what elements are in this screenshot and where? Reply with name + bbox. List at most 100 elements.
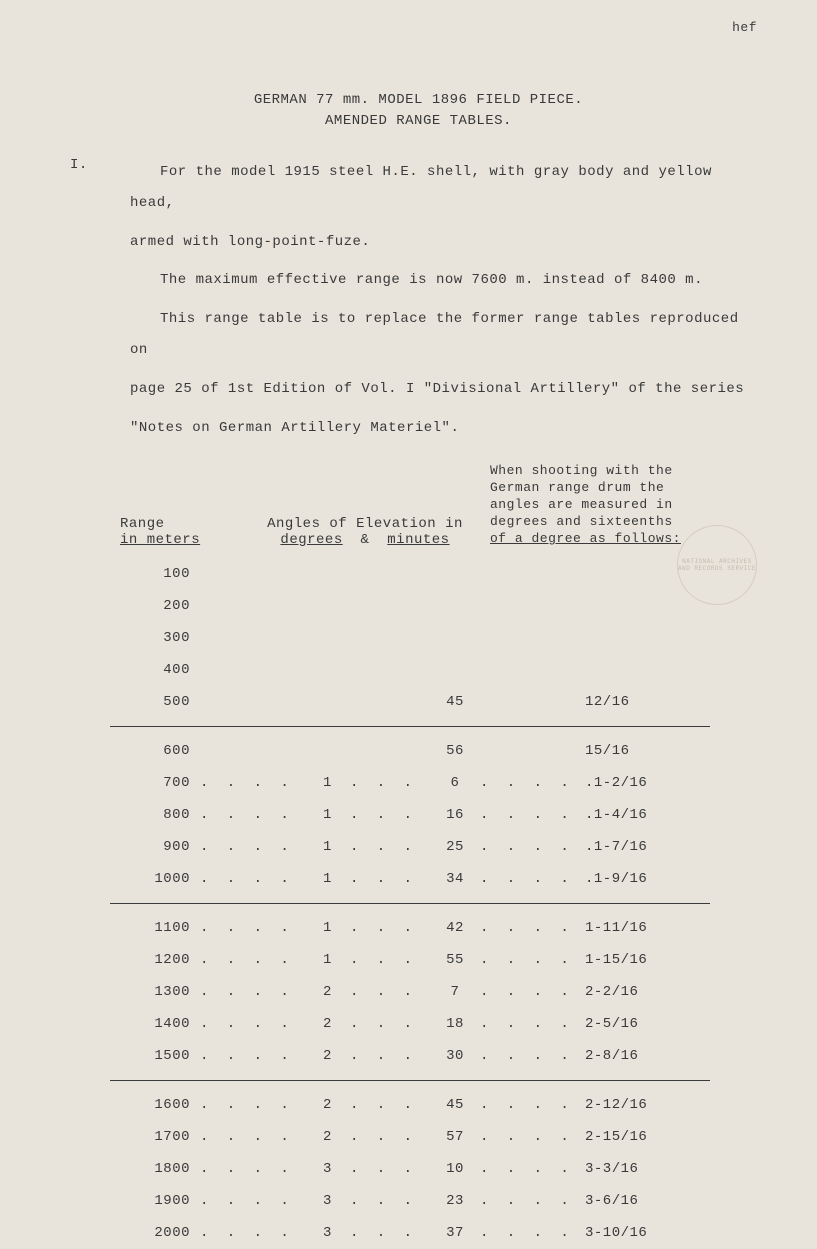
leader-dots: . . . . . . . . . xyxy=(200,1048,305,1064)
table-row: 400 xyxy=(90,654,747,686)
header-range: Range in meters xyxy=(90,516,250,548)
table-row: 100 xyxy=(90,558,747,590)
cell-drum: 12/16 xyxy=(580,694,747,710)
cell-drum: 3-3/16 xyxy=(580,1161,747,1177)
cell-range: 500 xyxy=(90,694,200,710)
cell-minutes: 6 xyxy=(430,775,480,791)
leader-dots: . . . . . xyxy=(350,1097,430,1113)
section-body: I. For the model 1915 steel H.E. shell, … xyxy=(90,157,747,443)
header-range-l1: Range xyxy=(120,516,250,532)
cell-range: 1500 xyxy=(90,1048,200,1064)
title-line2: AMENDED RANGE TABLES. xyxy=(90,111,747,132)
leader-dots: . . . . . . . . . xyxy=(200,1129,305,1145)
header-minutes: minutes xyxy=(387,532,449,548)
cell-range: 300 xyxy=(90,630,200,646)
cell-range: 1400 xyxy=(90,1016,200,1032)
table-row: 1400. . . . . . . . .2. . . . .18. . . .… xyxy=(90,1008,747,1040)
leader-dots: . . . . . . xyxy=(480,1161,580,1177)
table-row: 700. . . . . . . . .1. . . . .6. . . . .… xyxy=(90,767,747,799)
cell-range: 600 xyxy=(90,743,200,759)
cell-range: 1700 xyxy=(90,1129,200,1145)
cell-degrees: 2 xyxy=(305,1097,350,1113)
table-row: 1300. . . . . . . . .2. . . . .7. . . . … xyxy=(90,976,747,1008)
range-table: Range in meters Angles of Elevation in d… xyxy=(90,463,747,1248)
cell-degrees: 2 xyxy=(305,1016,350,1032)
table-row: 1700. . . . . . . . .2. . . . .57. . . .… xyxy=(90,1121,747,1153)
cell-degrees: 2 xyxy=(305,1129,350,1145)
paragraph-3b: page 25 of 1st Edition of Vol. I "Divisi… xyxy=(130,374,747,405)
leader-dots: . . . . . xyxy=(350,984,430,1000)
cell-minutes: 57 xyxy=(430,1129,480,1145)
cell-degrees: 2 xyxy=(305,1048,350,1064)
cell-degrees: 1 xyxy=(305,871,350,887)
table-divider xyxy=(110,1080,710,1081)
table-row: 200 xyxy=(90,590,747,622)
header-angle: Angles of Elevation in degrees & minutes xyxy=(250,516,480,548)
cell-degrees: 3 xyxy=(305,1225,350,1241)
table-row: 1000. . . . . . . . .1. . . . .34. . . .… xyxy=(90,863,747,895)
cell-range: 1800 xyxy=(90,1161,200,1177)
cell-minutes: 18 xyxy=(430,1016,480,1032)
cell-range: 100 xyxy=(90,566,200,582)
paragraph-2: The maximum effective range is now 7600 … xyxy=(130,265,747,296)
leader-dots: . . . . . . xyxy=(480,1016,580,1032)
leader-dots: . . . . . xyxy=(350,775,430,791)
leader-dots: . . . . . . xyxy=(480,1048,580,1064)
leader-dots: . . . . . . xyxy=(480,952,580,968)
cell-drum: .1-9/16 xyxy=(580,871,747,887)
table-row: 1200. . . . . . . . .1. . . . .55. . . .… xyxy=(90,944,747,976)
cell-minutes: 10 xyxy=(430,1161,480,1177)
header-degrees: degrees xyxy=(280,532,342,548)
cell-range: 1200 xyxy=(90,952,200,968)
leader-dots: . . . . . xyxy=(350,1129,430,1145)
cell-minutes: 7 xyxy=(430,984,480,1000)
cell-range: 2000 xyxy=(90,1225,200,1241)
cell-degrees: 1 xyxy=(305,807,350,823)
leader-dots: . . . . . . . . . xyxy=(200,1097,305,1113)
cell-degrees: 1 xyxy=(305,952,350,968)
header-drum-l1: When shooting with the xyxy=(490,463,747,480)
cell-range: 700 xyxy=(90,775,200,791)
cell-range: 800 xyxy=(90,807,200,823)
table-row: 900. . . . . . . . .1. . . . .25. . . . … xyxy=(90,831,747,863)
cell-minutes: 16 xyxy=(430,807,480,823)
leader-dots: . . . . . . . . . xyxy=(200,1193,305,1209)
leader-dots: . . . . . xyxy=(350,1161,430,1177)
paragraph-3: This range table is to replace the forme… xyxy=(130,304,747,366)
cell-drum: .1-2/16 xyxy=(580,775,747,791)
table-row: 800. . . . . . . . .1. . . . .16. . . . … xyxy=(90,799,747,831)
table-row: 1900. . . . . . . . .3. . . . .23. . . .… xyxy=(90,1185,747,1217)
leader-dots: . . . . . . xyxy=(480,920,580,936)
table-row: 2000. . . . . . . . .3. . . . .37. . . .… xyxy=(90,1217,747,1249)
cell-range: 1300 xyxy=(90,984,200,1000)
table-row: 300 xyxy=(90,622,747,654)
cell-range: 400 xyxy=(90,662,200,678)
table-row: 1100. . . . . . . . .1. . . . .42. . . .… xyxy=(90,912,747,944)
cell-drum: .1-7/16 xyxy=(580,839,747,855)
table-row: 1600. . . . . . . . .2. . . . .45. . . .… xyxy=(90,1089,747,1121)
archive-stamp-icon: NATIONAL ARCHIVES AND RECORDS SERVICE xyxy=(677,525,757,605)
paragraph-1: For the model 1915 steel H.E. shell, wit… xyxy=(130,157,747,219)
cell-drum: 1-15/16 xyxy=(580,952,747,968)
header-amp: & xyxy=(361,532,370,548)
cell-minutes: 34 xyxy=(430,871,480,887)
leader-dots: . . . . . . . . . xyxy=(200,871,305,887)
leader-dots: . . . . . xyxy=(350,920,430,936)
table-body: 1002003004005004512/166005615/16700. . .… xyxy=(90,558,747,1249)
leader-dots: . . . . . . . . . xyxy=(200,839,305,855)
leader-dots: . . . . . xyxy=(350,871,430,887)
cell-drum: 3-10/16 xyxy=(580,1225,747,1241)
leader-dots: . . . . . . xyxy=(480,1097,580,1113)
table-divider xyxy=(110,903,710,904)
leader-dots: . . . . . . xyxy=(480,775,580,791)
leader-dots: . . . . . . . . . xyxy=(200,1016,305,1032)
leader-dots: . . . . . . . . . xyxy=(200,775,305,791)
cell-degrees: 2 xyxy=(305,984,350,1000)
leader-dots: . . . . . . . . . xyxy=(200,984,305,1000)
cell-minutes: 23 xyxy=(430,1193,480,1209)
leader-dots: . . . . . xyxy=(350,1016,430,1032)
cell-degrees: 3 xyxy=(305,1193,350,1209)
leader-dots: . . . . . . xyxy=(480,807,580,823)
cell-minutes: 55 xyxy=(430,952,480,968)
cell-minutes: 25 xyxy=(430,839,480,855)
